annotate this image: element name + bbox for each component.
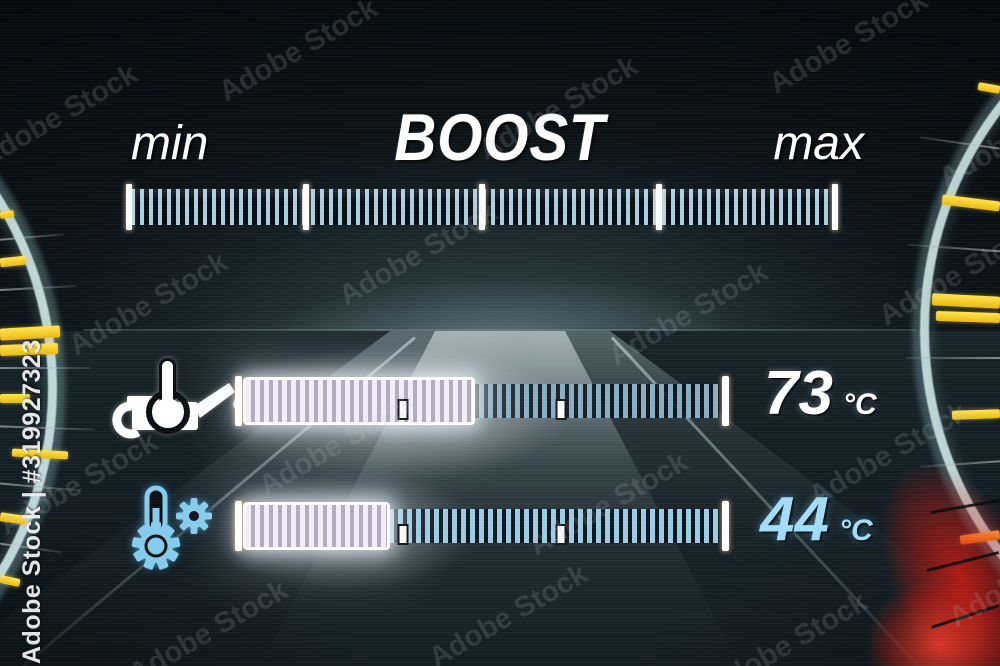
oil-temp-value: 73 °C [764, 363, 877, 425]
panel-seam-line [84, 329, 916, 331]
right-dial-rim [920, 0, 1000, 666]
oil-temp-number: 73 [764, 359, 833, 428]
boost-scale-marker [655, 184, 662, 230]
oil-temp-bar-notch [397, 399, 409, 420]
right-dial-tick [951, 409, 1000, 420]
trans-temp-unit: °C [838, 514, 873, 547]
left-dial-tick [0, 394, 30, 403]
watermark-id-text: Adobe Stock | #319927323 [18, 339, 46, 664]
boost-scale-marker [832, 184, 838, 230]
oil-can-thermometer-icon [112, 358, 241, 439]
boost-title: BOOST [0, 99, 1000, 175]
thermometer-gears-icon [131, 485, 212, 570]
trans-temp-bar-fill [243, 502, 390, 550]
trans-bar-end-cap [722, 501, 729, 551]
trans-temp-bar [235, 501, 729, 551]
boost-title-text: BOOST [394, 100, 606, 174]
boost-scale-marker [126, 184, 132, 230]
right-dial-minor-line [906, 357, 1000, 359]
trans-bar-end-cap [235, 501, 242, 551]
trans-temp-number: 44 [760, 485, 829, 554]
boost-scale-marker [302, 184, 309, 230]
trans-temp-bar-notch [397, 524, 409, 545]
big-gear [131, 522, 181, 570]
seam-glow [220, 258, 800, 332]
trans-temp-value: 44 °C [760, 489, 873, 551]
upper-panel-background [0, 0, 1000, 331]
trans-temp-bar-notch [555, 524, 567, 545]
small-gear [176, 498, 212, 534]
oil-temp-bar-fill [243, 377, 476, 425]
boost-max-label: max [773, 117, 864, 170]
left-dial-minor-line [0, 367, 90, 369]
oil-temp-bar-notch [555, 399, 567, 420]
boost-scale-marker [479, 184, 485, 230]
oil-bar-end-cap [722, 376, 729, 426]
oil-bar-end-cap [235, 376, 242, 426]
boost-min-label: min [131, 117, 209, 170]
boost-scale-bar [126, 184, 838, 230]
oil-temp-unit: °C [842, 388, 877, 421]
oil-temp-bar [235, 376, 729, 426]
